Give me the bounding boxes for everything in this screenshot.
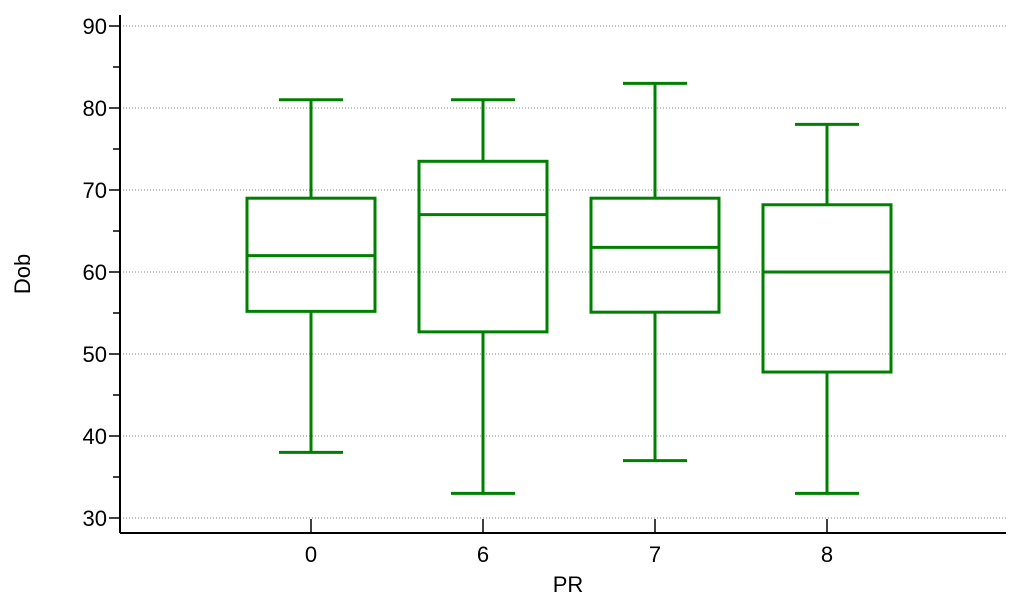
y-axis-title: Dob <box>10 254 35 294</box>
box-8 <box>761 122 893 495</box>
box-0 <box>245 98 377 454</box>
y-tick-label: 30 <box>83 506 107 531</box>
box-series <box>245 81 893 495</box>
iqr-box <box>417 159 549 334</box>
y-tick-label: 70 <box>83 178 107 203</box>
y-tick-label: 60 <box>83 260 107 285</box>
x-tick-label: 0 <box>305 542 317 567</box>
y-tick-label: 50 <box>83 342 107 367</box>
iqr-box <box>761 203 893 374</box>
axes: 30 40 50 60 70 80 90 0 6 7 8 <box>83 14 1006 567</box>
y-tick-label: 80 <box>83 96 107 121</box>
x-tick-label: 8 <box>821 542 833 567</box>
x-tick-label: 7 <box>649 542 661 567</box>
x-axis-title: PR <box>553 572 584 597</box>
iqr-box <box>589 196 721 314</box>
y-tick-label: 40 <box>83 424 107 449</box>
box-7 <box>589 81 721 463</box>
box-6 <box>417 98 549 495</box>
y-tick-label: 90 <box>83 14 107 39</box>
x-tick-label: 6 <box>477 542 489 567</box>
